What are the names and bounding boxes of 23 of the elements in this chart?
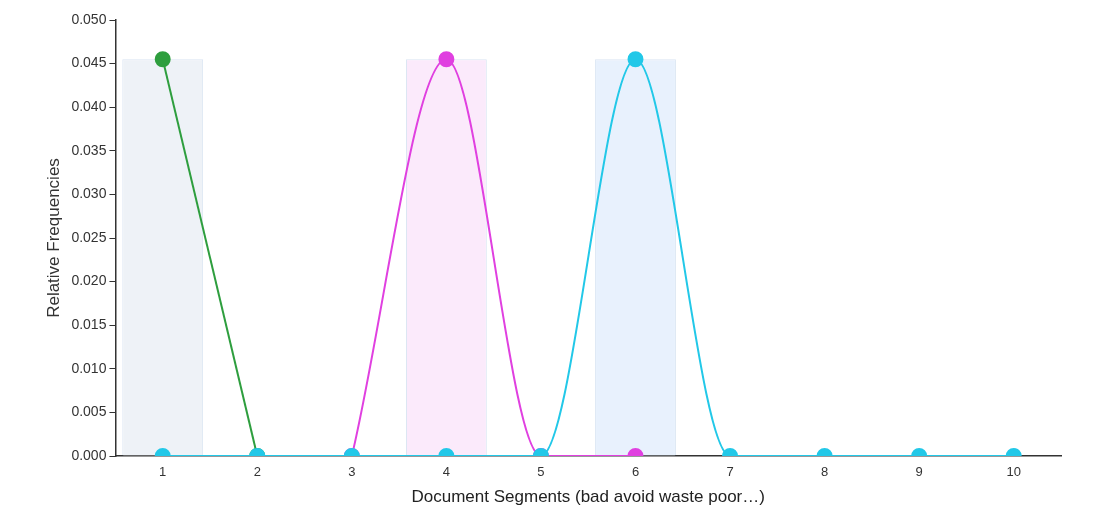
x-tick-label: 3: [348, 464, 356, 480]
y-tick-label: 0.045: [71, 54, 107, 71]
x-tick-label: 4: [442, 464, 450, 480]
y-tick-label: 0.035: [71, 141, 107, 158]
x-tick-label: 2: [253, 464, 261, 480]
y-tick-label: 0.040: [71, 98, 107, 115]
x-tick-label: 7: [726, 464, 734, 480]
y-tick-label: 0.025: [71, 228, 107, 245]
x-axis-title: Document Segments (bad avoid waste poor…): [411, 487, 765, 507]
y-tick-label: 0.000: [71, 446, 107, 463]
x-tick-label: 8: [820, 464, 829, 480]
x-tick-label: 1: [159, 464, 167, 480]
y-tick-label: 0.010: [71, 359, 107, 376]
y-tick-label: 0.050: [71, 10, 107, 27]
y-tick-label: 0.020: [71, 272, 107, 289]
y-tick-label: 0.005: [71, 403, 107, 420]
x-tick-label: 9: [915, 464, 923, 480]
y-tick-label: 0.030: [71, 185, 107, 202]
y-axis-title: Relative Frequencies: [43, 158, 63, 318]
y-tick-label: 0.015: [71, 316, 107, 333]
x-tick-label: 10: [1006, 464, 1021, 480]
x-tick-label: 6: [631, 464, 640, 480]
x-tick-label: 5: [537, 464, 545, 480]
